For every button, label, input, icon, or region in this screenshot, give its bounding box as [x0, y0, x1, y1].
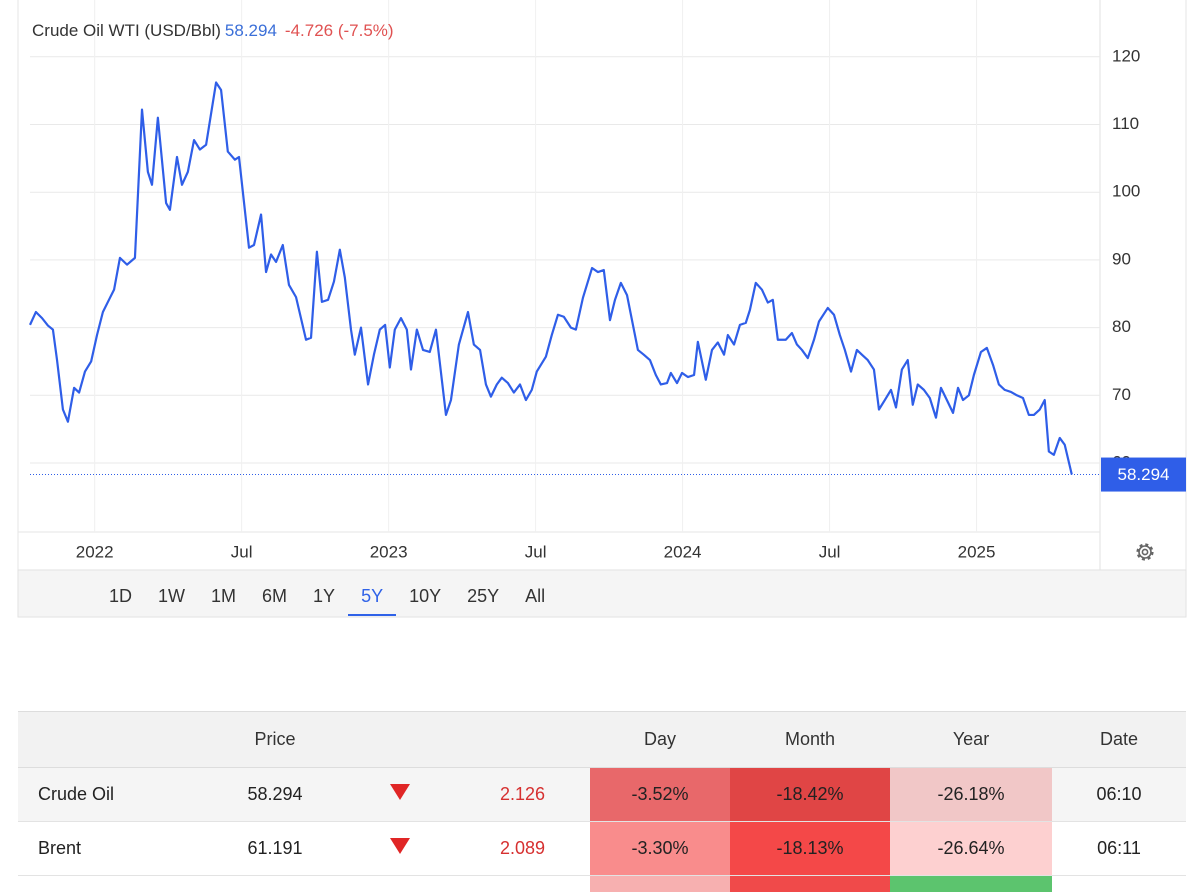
header-cell: Year — [890, 712, 1052, 768]
cell-year: -26.64% — [890, 822, 1052, 876]
price-line — [30, 83, 1072, 475]
chart: 607080901001101202022Jul2023Jul2024Jul20… — [0, 0, 1200, 620]
plot-layer: 607080901001101202022Jul2023Jul2024Jul20… — [30, 0, 1186, 561]
y-tick-label: 90 — [1112, 249, 1131, 268]
cell-month: -18.42% — [730, 768, 890, 822]
header-cell — [18, 712, 230, 768]
settings-icon[interactable] — [1138, 545, 1153, 560]
x-tick-label: 2024 — [664, 542, 702, 561]
table-row[interactable]: Crude Oil 58.294 2.126 -3.52% -18.42% -2… — [18, 768, 1186, 822]
range-button[interactable]: 1Y — [300, 571, 348, 616]
range-button[interactable]: 1M — [198, 571, 249, 616]
cell-date: 06:10 — [1052, 768, 1186, 822]
x-tick-label: Jul — [231, 542, 253, 561]
y-tick-label: 70 — [1112, 385, 1131, 404]
x-tick-label: 2023 — [370, 542, 408, 561]
down-arrow — [390, 784, 410, 800]
header-cell — [320, 712, 480, 768]
y-tick-label: 80 — [1112, 317, 1131, 336]
range-button[interactable]: All — [512, 571, 558, 616]
y-tick-label: 100 — [1112, 182, 1140, 201]
last-price-label: 58.294 — [1118, 465, 1170, 484]
range-button[interactable]: 1W — [145, 571, 198, 616]
cell-price: 58.294 — [230, 768, 320, 822]
range-button[interactable]: 6M — [249, 571, 300, 616]
header-cell: Price — [230, 712, 320, 768]
cell-price: 61.191 — [230, 822, 320, 876]
cell-day: -3.30% — [590, 822, 730, 876]
x-tick-label: 2022 — [76, 542, 114, 561]
cell-date: 06:11 — [1052, 822, 1186, 876]
quotes-table: Price Day Month Year Date Crude Oil 58.2… — [18, 711, 1186, 892]
range-button[interactable]: 5Y — [348, 571, 396, 616]
range-button[interactable]: 1D — [96, 571, 145, 616]
cell-day: -3.52% — [590, 768, 730, 822]
header-cell — [480, 712, 590, 768]
x-tick-label: Jul — [525, 542, 547, 561]
last-price: 58.294 — [225, 21, 277, 40]
chart-title: Crude Oil WTI (USD/Bbl) — [32, 21, 221, 40]
cell-month: -18.13% — [730, 822, 890, 876]
x-tick-label: Jul — [819, 542, 841, 561]
table-header: Price Day Month Year Date — [18, 712, 1186, 768]
range-button[interactable]: 25Y — [454, 571, 512, 616]
y-tick-label: 110 — [1112, 114, 1139, 133]
x-tick-label: 2025 — [958, 542, 996, 561]
header-cell: Month — [730, 712, 890, 768]
cell-change: 2.089 — [480, 822, 590, 876]
cell-change: 2.126 — [480, 768, 590, 822]
header-cell: Day — [590, 712, 730, 768]
cell-arrow — [320, 822, 480, 876]
cell-year: -26.18% — [890, 768, 1052, 822]
header-cell: Date — [1052, 712, 1186, 768]
table-row[interactable]: Brent 61.191 2.089 -3.30% -18.13% -26.64… — [18, 822, 1186, 876]
chart-header: Crude Oil WTI (USD/Bbl)58.294 -4.726 (-7.… — [32, 21, 394, 41]
down-arrow — [390, 838, 410, 854]
y-tick-label: 120 — [1112, 46, 1140, 65]
range-button[interactable]: 10Y — [396, 571, 454, 616]
cell-name[interactable]: Crude Oil — [18, 768, 230, 822]
cell-name[interactable]: Brent — [18, 822, 230, 876]
price-change: -4.726 (-7.5%) — [285, 21, 394, 40]
cell-arrow — [320, 768, 480, 822]
